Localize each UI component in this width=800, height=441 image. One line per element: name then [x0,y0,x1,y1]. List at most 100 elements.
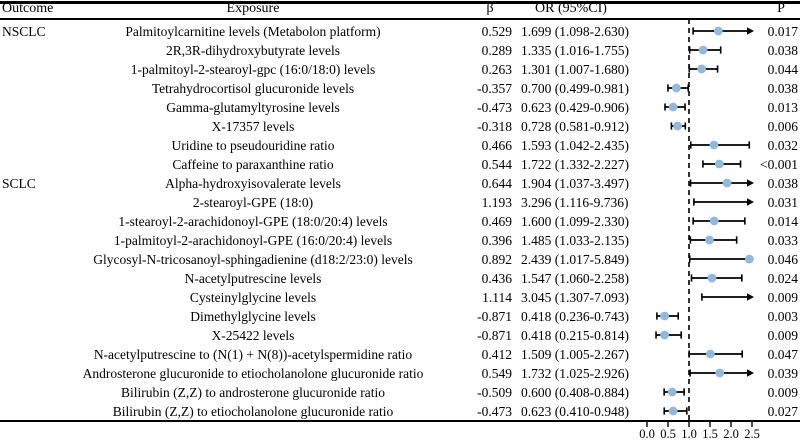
exposure-cell: N-acetylputrescine levels [184,270,322,286]
header-or-ci: OR (95%CI) [535,1,607,16]
table-row: Dimethylglycine levels -0.871 0.418 (0.236… [0,307,800,326]
p-value-cell: 0.038 [767,80,798,96]
or-ci-cell: 1.593 (1.042-2.435) [521,137,629,153]
table-row: 1-palmitoyl-2-stearoyl-gpc (16:0/18:0) l… [0,60,800,79]
exposure-cell: 2R,3R-dihydroxybutyrate levels [166,42,340,58]
table-row: X-17357 levels -0.318 0.728 (0.581-0.912) 0… [0,117,800,136]
or-ci-cell: 0.600 (0.408-0.884) [521,384,629,400]
outcome-cell [2,250,62,269]
exposure-cell: Caffeine to paraxanthine ratio [172,156,334,172]
header-beta: β [486,1,494,16]
beta-cell: -0.871 [477,327,512,343]
or-ci-cell: 1.699 (1.098-2.630) [521,23,629,39]
beta-cell: 1.114 [482,289,512,305]
or-point [715,368,725,378]
beta-cell: -0.318 [477,118,512,134]
beta-cell: -0.509 [477,384,512,400]
table-row: Gamma-glutamyltyrosine levels -0.473 0.623… [0,98,800,117]
p-value-cell: 0.031 [767,194,798,210]
p-value-cell: 0.038 [767,175,798,191]
ci-arrow-right [747,179,754,187]
p-value-cell: 0.009 [767,289,798,305]
table-row: 1-palmitoyl-2-arachidonoyl-GPE (16:0/20:… [0,231,800,250]
outcome-cell [2,79,62,98]
or-ci-cell: 1.485 (1.033-2.135) [521,232,629,248]
or-ci-cell: 3.045 (1.307-7.093) [521,289,629,305]
ci-arrow-right [747,27,754,35]
p-value-cell: 0.032 [767,137,798,153]
forest-plot-area: 0.0 0.5 1.0 1.5 2.0 2.5 [639,19,760,441]
header-underline [0,18,800,20]
axis-tick-label: 2.0 [723,427,739,441]
outcome-cell [2,288,62,307]
outcome-cell [2,212,62,231]
or-point [668,102,678,112]
beta-cell: 0.469 [481,213,512,229]
exposure-cell: Gamma-glutamyltyrosine levels [166,99,340,115]
or-point [713,26,723,36]
beta-cell: -0.473 [477,403,512,419]
table-row: Cysteinylglycine levels 1.114 3.045 (1.307… [0,288,800,307]
p-value-cell: 0.027 [767,403,798,419]
table-row: SCLC Alpha-hydroxyisovalerate levels 0.644… [0,174,800,193]
beta-cell: 0.289 [481,42,512,58]
outcome-cell: SCLC [2,175,36,191]
or-ci-cell: 0.728 (0.581-0.912) [521,118,629,134]
outcome-cell [2,345,62,364]
table-row: Tetrahydrocortisol glucuronide levels -0.… [0,79,800,98]
outcome-cell [2,269,62,288]
beta-cell: 0.529 [481,23,512,39]
beta-cell: 0.412 [481,346,512,362]
exposure-cell: 2-stearoyl-GPE (18:0) [192,194,314,210]
axis-tick-label: 0.0 [639,427,655,441]
p-value-cell: 0.009 [767,384,798,400]
beta-cell: -0.357 [477,80,512,96]
exposure-cell: Cysteinylglycine levels [189,289,317,305]
or-ci-cell: 0.623 (0.410-0.948) [521,403,629,419]
or-ci-cell: 2.439 (1.017-5.849) [521,251,629,267]
exposure-cell: 1-stearoyl-2-arachidonoyl-GPE (18:0/20:4… [118,213,388,229]
or-ci-cell: 3.296 (1.116-9.736) [521,194,629,210]
p-value-cell: 0.014 [767,213,798,229]
or-point [705,349,715,359]
table-row: Caffeine to paraxanthine ratio 0.544 1.722… [0,155,800,174]
table-row: Bilirubin (Z,Z) to androsterone glucuron… [0,383,800,402]
or-point [697,64,707,74]
or-point [673,121,682,131]
or-point [709,216,719,226]
outcome-cell [2,307,62,326]
exposure-cell: N-acetylputrescine to (N(1) + N(8))-acet… [93,346,413,362]
p-value-cell: 0.003 [767,308,798,324]
beta-cell: 0.544 [481,156,512,172]
header-exposure: Exposure [226,1,280,16]
or-point [709,140,719,150]
axis-tick-label: 2.5 [744,427,760,441]
or-ci-cell: 0.623 (0.429-0.906) [521,99,629,115]
or-ci-cell: 0.418 (0.215-0.814) [521,327,629,343]
header-outcome: Outcome [2,1,54,16]
exposure-cell: Tetrahydrocortisol glucuronide levels [151,80,355,96]
or-ci-cell: 0.418 (0.236-0.743) [521,308,629,324]
axis-tick-label: 0.5 [660,427,676,441]
outcome-cell [2,402,62,421]
beta-cell: 1.193 [481,194,512,210]
p-value-cell: 0.033 [767,232,798,248]
outcome-cell [2,383,62,402]
outcome-cell [2,193,62,212]
beta-cell: -0.871 [477,308,512,324]
or-point [707,273,717,283]
or-ci-cell: 1.301 (1.007-1.680) [521,61,629,77]
or-ci-cell: 0.700 (0.499-0.981) [521,80,629,96]
header-p-value: P [777,1,785,16]
p-value-cell: 0.017 [767,23,798,39]
outcome-cell [2,60,62,79]
p-value-cell: 0.009 [767,327,798,343]
beta-cell: 0.263 [481,61,512,77]
or-point [660,330,669,340]
exposure-cell: Bilirubin (Z,Z) to androsterone glucuron… [121,384,385,400]
p-value-cell: 0.047 [767,346,798,362]
table-row: 2-stearoyl-GPE (18:0) 1.193 3.296 (1.116-9… [0,193,800,212]
or-point [672,83,681,93]
p-value-cell: 0.024 [767,270,798,286]
